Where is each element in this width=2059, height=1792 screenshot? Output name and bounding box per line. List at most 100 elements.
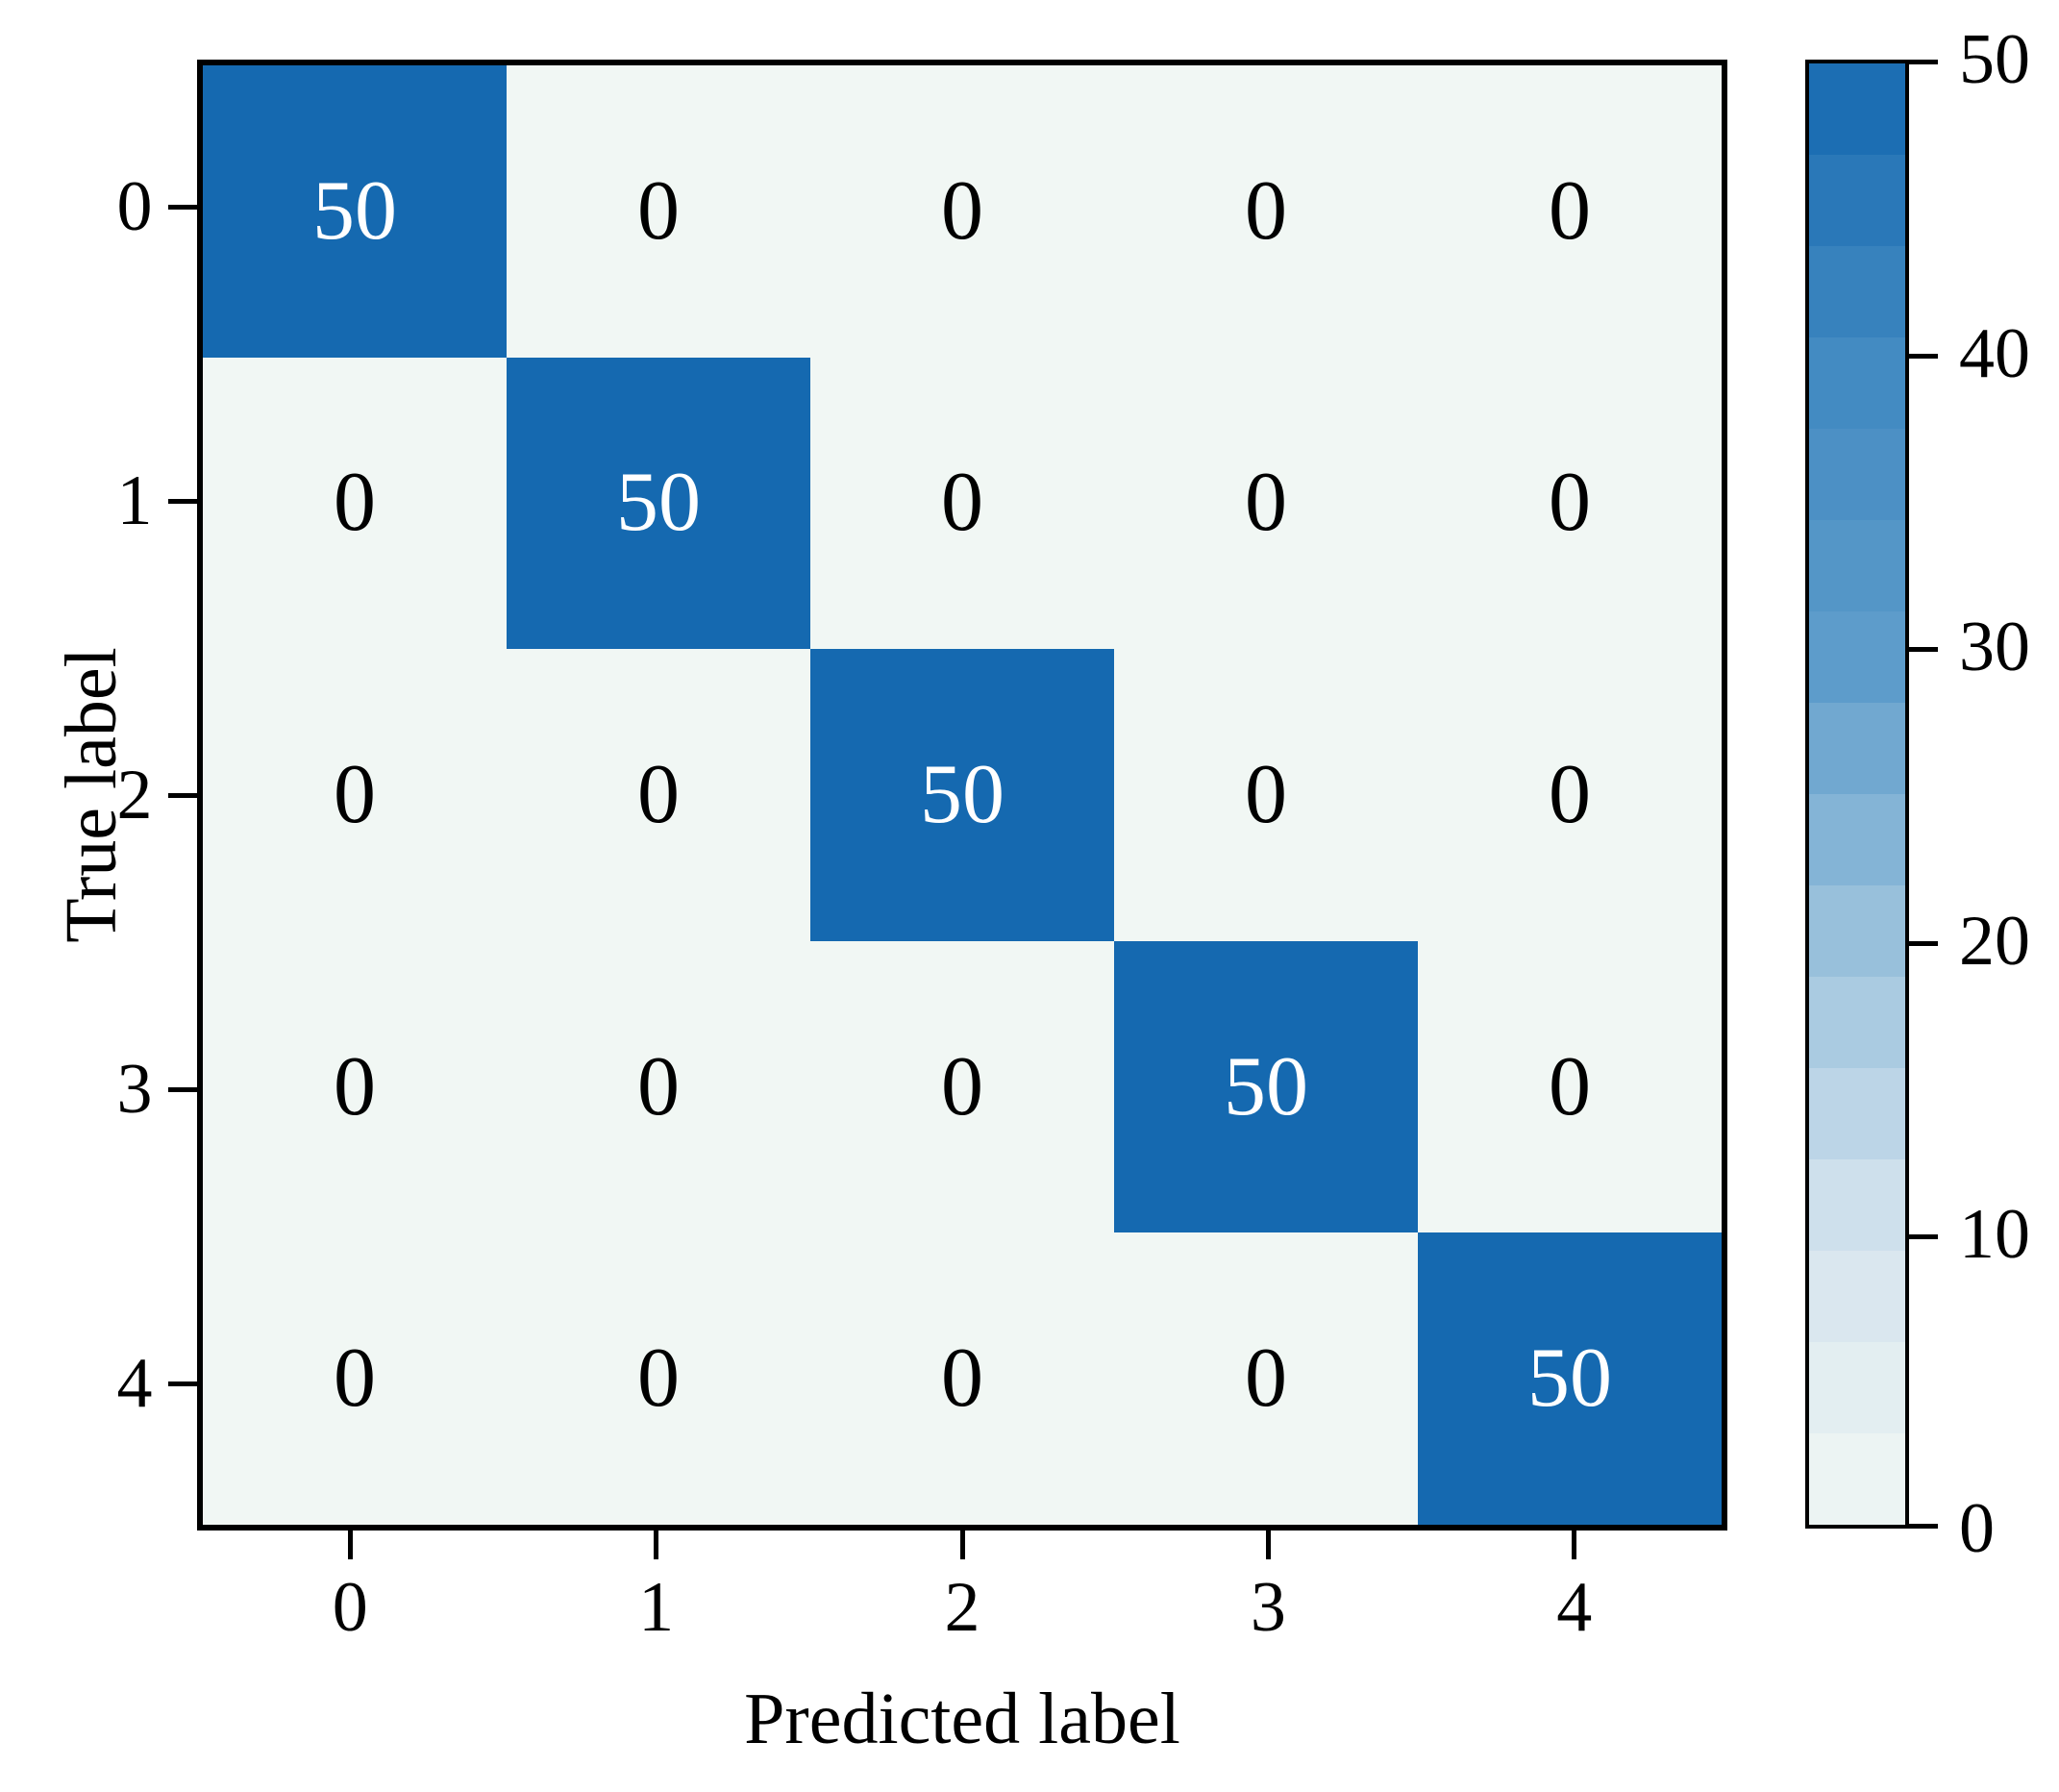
colorbar-band: [1809, 337, 1905, 429]
matrix-cell-value: 0: [334, 747, 376, 841]
y-tick-mark: [168, 498, 197, 504]
matrix-cell-value: 0: [637, 1332, 680, 1426]
matrix-cell-value: 0: [1245, 163, 1287, 258]
colorbar: [1805, 60, 1909, 1529]
x-tick-label: 0: [332, 1568, 368, 1647]
matrix-cell-value: 0: [941, 456, 983, 550]
matrix-cell: 0: [507, 649, 810, 941]
matrix-cell-value: 0: [1245, 747, 1287, 841]
matrix-cell-value: 50: [312, 163, 397, 258]
colorbar-band: [1809, 703, 1905, 794]
colorbar-tick-label: 50: [1959, 20, 2030, 99]
colorbar-band: [1809, 1068, 1905, 1159]
matrix-cell-value: 50: [1527, 1332, 1612, 1426]
colorbar-band: [1809, 977, 1905, 1068]
x-tick-label: 2: [944, 1568, 980, 1647]
matrix-cell: 50: [1114, 940, 1418, 1233]
matrix-cell: 0: [507, 1232, 810, 1525]
colorbar-tick-mark: [1907, 353, 1938, 359]
x-tick-mark: [347, 1531, 353, 1559]
matrix-cell-value: 0: [1245, 1332, 1287, 1426]
colorbar-tick-mark: [1907, 1524, 1938, 1529]
y-tick-label: 4: [116, 1344, 153, 1423]
matrix-cell: 50: [203, 65, 507, 358]
colorbar-band: [1809, 63, 1905, 155]
matrix-cell: 0: [810, 940, 1114, 1233]
x-tick-label: 1: [638, 1568, 675, 1647]
colorbar-tick-label: 40: [1959, 313, 2030, 393]
matrix-cell-value: 50: [1224, 1039, 1308, 1133]
matrix-cell-value: 0: [941, 163, 983, 258]
y-tick-mark: [168, 1086, 197, 1092]
matrix-cell-value: 0: [334, 1039, 376, 1133]
y-tick-mark: [168, 792, 197, 798]
matrix-cell: 0: [1114, 1232, 1418, 1525]
colorbar-band: [1809, 155, 1905, 246]
colorbar-band: [1809, 1342, 1905, 1433]
matrix-cell: 50: [507, 357, 810, 650]
matrix-cell: 0: [203, 1232, 507, 1525]
colorbar-band: [1809, 246, 1905, 337]
colorbar-tick-label: 0: [1959, 1489, 1995, 1568]
colorbar-band: [1809, 1251, 1905, 1342]
colorbar-band: [1809, 429, 1905, 520]
matrix-cell: 0: [1418, 65, 1722, 358]
matrix-cell: 0: [810, 65, 1114, 358]
colorbar-band: [1809, 611, 1905, 703]
matrix-cell: 0: [1114, 649, 1418, 941]
matrix-cell-value: 0: [334, 1332, 376, 1426]
x-tick-mark: [959, 1531, 965, 1559]
matrix-cell-value: 0: [941, 1039, 983, 1133]
matrix-cell: 50: [810, 649, 1114, 941]
matrix-cell: 0: [507, 940, 810, 1233]
y-tick-mark: [168, 1381, 197, 1386]
y-tick-label: 1: [116, 461, 153, 540]
x-tick-mark: [1572, 1531, 1577, 1559]
colorbar-band: [1809, 520, 1905, 611]
colorbar-tick-mark: [1907, 60, 1938, 64]
x-tick-mark: [1265, 1531, 1271, 1559]
matrix-cell: 0: [203, 940, 507, 1233]
matrix-cell-value: 50: [920, 747, 1005, 841]
colorbar-band: [1809, 1433, 1905, 1525]
matrix-cell: 0: [1114, 65, 1418, 358]
matrix-cell-value: 0: [1245, 456, 1287, 550]
matrix-cell: 0: [203, 649, 507, 941]
matrix-cell: 0: [810, 357, 1114, 650]
matrix-cell-value: 0: [941, 1332, 983, 1426]
x-tick-label: 4: [1556, 1568, 1593, 1647]
matrix-cell: 50: [1418, 1232, 1722, 1525]
matrix-cell-value: 0: [637, 747, 680, 841]
colorbar-band: [1809, 885, 1905, 977]
matrix-cell-value: 0: [1549, 1039, 1591, 1133]
x-tick-mark: [654, 1531, 659, 1559]
matrix-cell: 0: [203, 357, 507, 650]
matrix-cell-value: 0: [334, 456, 376, 550]
matrix-cell: 0: [1114, 357, 1418, 650]
colorbar-band: [1809, 794, 1905, 885]
heatmap-grid: 50 0 0 0 0 0 50 0 0 0 0 0 50 0 0 0 0 0 50 0 0 0 0 0 50: [197, 60, 1727, 1531]
y-tick-label: 0: [116, 167, 153, 246]
y-tick-label: 3: [116, 1050, 153, 1129]
matrix-cell-value: 0: [637, 1039, 680, 1133]
x-axis-label: Predicted label: [744, 1679, 1180, 1759]
matrix-cell-value: 50: [616, 456, 701, 550]
matrix-cell-value: 0: [1549, 456, 1591, 550]
colorbar-band: [1809, 1159, 1905, 1251]
colorbar-tick-mark: [1907, 1234, 1938, 1240]
matrix-cell: 0: [1418, 940, 1722, 1233]
y-tick-label: 2: [116, 756, 153, 834]
colorbar-tick-label: 10: [1959, 1195, 2030, 1275]
matrix-cell: 0: [1418, 649, 1722, 941]
matrix-cell-value: 0: [1549, 163, 1591, 258]
colorbar-tick-label: 20: [1959, 901, 2030, 981]
matrix-cell: 0: [507, 65, 810, 358]
matrix-cell-value: 0: [637, 163, 680, 258]
colorbar-tick-mark: [1907, 647, 1938, 653]
y-tick-mark: [168, 204, 197, 210]
colorbar-tick-mark: [1907, 940, 1938, 946]
matrix-cell-value: 0: [1549, 747, 1591, 841]
matrix-cell: 0: [1418, 357, 1722, 650]
colorbar-tick-label: 30: [1959, 608, 2030, 687]
